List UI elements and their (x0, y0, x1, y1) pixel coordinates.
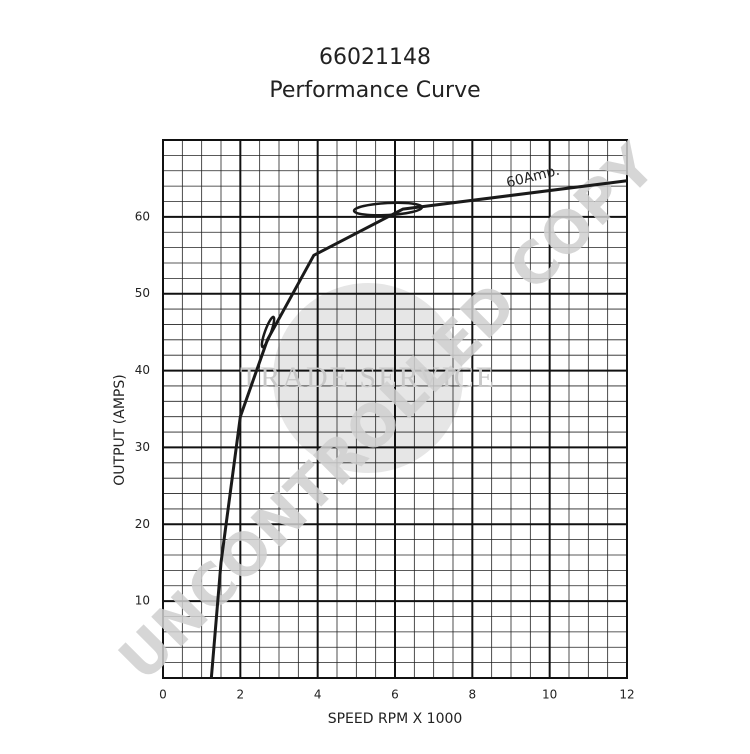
y-axis-label: OUTPUT (AMPS) (112, 374, 128, 485)
annotation-ellipse (260, 315, 276, 349)
chart-title: 66021148 (319, 45, 431, 70)
watermark-text: TRADE SERVICE (240, 361, 496, 394)
annotation-ellipse (352, 201, 424, 217)
x-tick-label: 8 (469, 688, 477, 702)
x-tick-label: 0 (159, 688, 167, 702)
x-tick-label: 4 (314, 688, 322, 702)
x-tick-label: 6 (391, 688, 399, 702)
x-tick-label: 12 (619, 688, 634, 702)
x-axis-label: SPEED RPM X 1000 (328, 711, 463, 727)
y-tick-label: 30 (135, 440, 150, 454)
annotation: 60Amp. (505, 163, 562, 192)
watermark-circle (273, 283, 463, 473)
y-tick-label: 40 (135, 363, 150, 377)
chart-subtitle: Performance Curve (269, 78, 480, 103)
plot-border (162, 139, 628, 679)
y-tick-label: 60 (135, 209, 150, 223)
x-tick-label: 2 (237, 688, 245, 702)
y-tick-label: 10 (135, 594, 150, 608)
y-tick-label: 20 (135, 517, 150, 531)
x-tick-label: 10 (542, 688, 557, 702)
y-tick-label: 50 (135, 286, 150, 300)
